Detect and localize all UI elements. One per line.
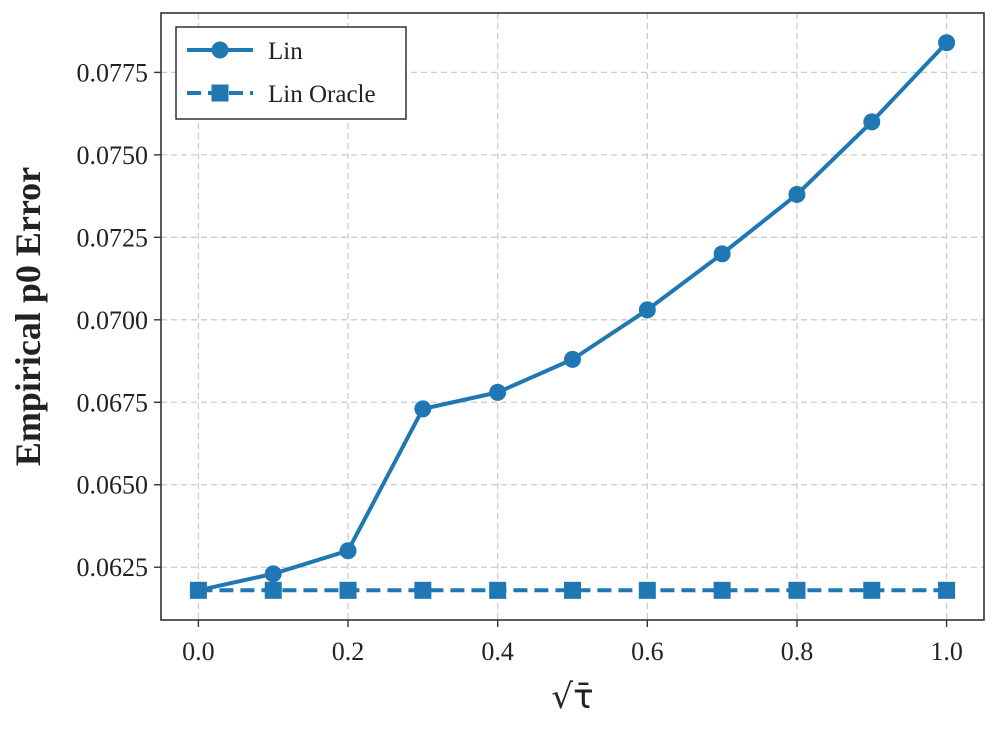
x-tick-label: 0.0 xyxy=(182,637,215,666)
data-point xyxy=(339,542,357,560)
data-point xyxy=(264,581,282,599)
x-tick-label: 0.6 xyxy=(631,637,664,666)
data-point xyxy=(638,301,656,319)
y-axis-label: Empirical p0 Error xyxy=(8,167,48,466)
legend-box xyxy=(175,26,407,120)
data-point xyxy=(638,581,656,599)
data-point xyxy=(863,113,881,131)
legend: Lin Lin Oracle xyxy=(175,26,407,120)
legend-label: Lin xyxy=(268,38,303,65)
data-point xyxy=(788,185,806,203)
y-tick-label: 0.0725 xyxy=(77,223,149,252)
x-axis-ticks: 0.0 0.2 0.4 0.6 0.8 1.0 xyxy=(182,620,963,666)
y-tick-label: 0.0625 xyxy=(77,553,149,582)
data-point xyxy=(339,581,357,599)
x-tick-label: 0.4 xyxy=(481,637,514,666)
data-point xyxy=(414,400,432,418)
data-point xyxy=(713,581,731,599)
y-tick-label: 0.0700 xyxy=(77,306,149,335)
y-tick-label: 0.0650 xyxy=(77,471,149,500)
data-point xyxy=(788,581,806,599)
plot-frame xyxy=(160,12,985,621)
data-point xyxy=(713,245,731,263)
data-point xyxy=(189,581,207,599)
x-axis-label: √τ̄ xyxy=(551,677,593,717)
data-point xyxy=(264,565,282,583)
data-point xyxy=(863,581,881,599)
series-lin-oracle xyxy=(189,581,956,599)
y-tick-label: 0.0775 xyxy=(77,58,149,87)
series-line xyxy=(197,41,949,593)
data-point xyxy=(564,350,581,368)
y-axis-ticks: 0.0625 0.0650 0.0675 0.0700 0.0725 0.0750 0.07… xyxy=(77,58,161,582)
x-tick-label: 1.0 xyxy=(930,637,963,666)
grid-lines xyxy=(161,13,984,620)
x-tick-label: 0.2 xyxy=(332,637,365,666)
data-point xyxy=(564,581,581,599)
data-point xyxy=(489,383,507,401)
legend-marker xyxy=(211,41,229,59)
y-tick-label: 0.0675 xyxy=(77,388,149,417)
data-point xyxy=(414,581,432,599)
data-point xyxy=(938,581,956,599)
x-tick-label: 0.8 xyxy=(781,637,814,666)
series-layer xyxy=(189,34,956,599)
data-point xyxy=(489,581,507,599)
data-point xyxy=(938,34,956,52)
legend-label: Lin Oracle xyxy=(268,81,376,108)
y-tick-label: 0.0750 xyxy=(77,141,149,170)
legend-marker xyxy=(211,84,229,102)
